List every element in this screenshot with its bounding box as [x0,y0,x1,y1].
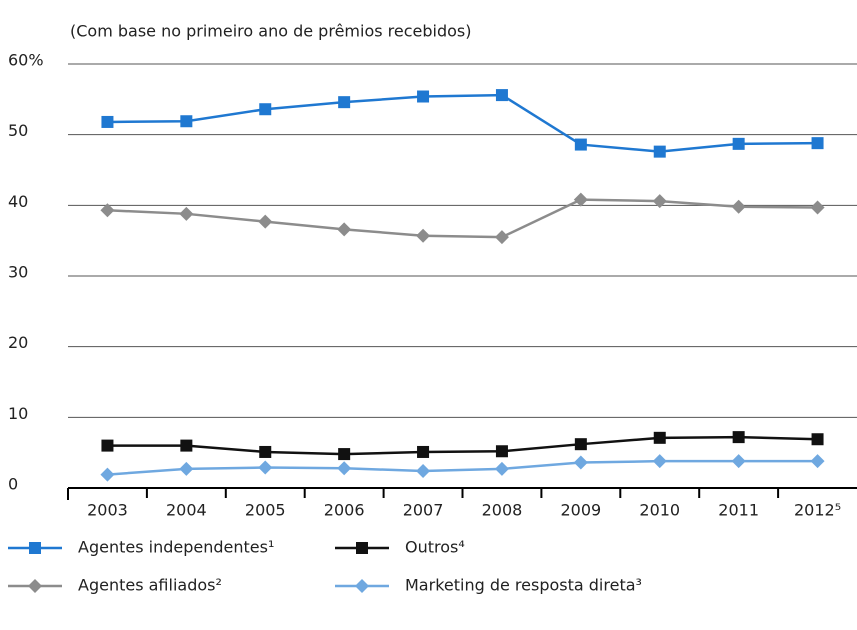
legend-label: Agentes afiliados² [78,576,222,595]
x-tick-label: 2005 [245,501,286,520]
point [494,461,509,476]
point [494,230,509,245]
point [337,222,352,237]
point [732,431,745,444]
y-tick-label: 30 [8,263,28,282]
x-tick-label: 2006 [324,501,365,520]
legend-label: Marketing de resposta direta³ [405,576,642,595]
point [653,145,666,158]
point [495,89,508,102]
point [731,454,746,469]
point [100,467,115,482]
x-tick-label: 2007 [403,501,444,520]
point [653,431,666,444]
point [732,137,745,150]
point [101,439,114,452]
point [180,439,193,452]
series-line [107,435,818,456]
legend-label: Agentes independentes¹ [78,538,274,557]
x-tick-label: 2012⁵ [794,501,841,520]
point [652,454,667,469]
point [417,445,430,458]
y-tick-label: 50 [8,121,28,140]
point [417,90,430,103]
chart-subtitle: (Com base no primeiro ano de prêmios rec… [70,22,471,41]
y-tick-label: 40 [8,192,28,211]
series-line [107,93,818,153]
legend-marker [29,542,41,554]
point [495,445,508,458]
point [179,206,194,221]
legend-marker [356,542,368,554]
y-tick-label: 0 [8,475,18,494]
point [338,96,351,109]
series-line [107,459,818,476]
x-tick-label: 2003 [87,501,128,520]
legend-label: Outros⁴ [405,538,465,557]
x-tick-label: 2008 [482,501,523,520]
point [416,228,431,243]
point [259,445,272,458]
series-line [107,198,818,239]
point [811,137,824,150]
legend-marker [355,579,369,593]
point [731,199,746,214]
point [258,214,273,229]
point [180,115,193,128]
point [101,115,114,128]
x-tick-label: 2010 [639,501,680,520]
point [338,448,351,461]
point [179,461,194,476]
point [259,103,272,116]
point [416,464,431,479]
point [573,192,588,207]
point [810,200,825,215]
point [810,454,825,469]
point [100,203,115,218]
point [574,138,587,151]
point [574,438,587,451]
x-tick-label: 2011 [718,501,759,520]
y-tick-label: 20 [8,333,28,352]
point [258,460,273,475]
x-tick-label: 2004 [166,501,207,520]
legend-marker [28,579,42,593]
y-tick-label: 60% [8,51,44,70]
y-tick-label: 10 [8,404,28,423]
x-tick-label: 2009 [560,501,601,520]
point [573,455,588,470]
point [652,194,667,209]
point [337,461,352,476]
point [811,433,824,446]
